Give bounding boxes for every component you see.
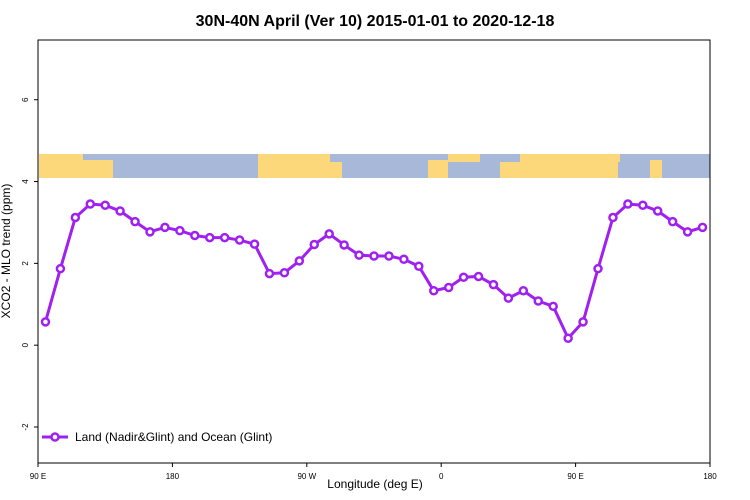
point bbox=[339, 240, 349, 250]
point bbox=[623, 199, 633, 209]
point bbox=[85, 199, 96, 209]
point bbox=[399, 254, 409, 265]
point bbox=[219, 232, 230, 243]
point bbox=[458, 272, 469, 283]
x-tick-label: 0 bbox=[439, 472, 444, 481]
point bbox=[175, 225, 185, 236]
point bbox=[384, 251, 394, 261]
series-line bbox=[44, 202, 703, 341]
point bbox=[518, 286, 529, 296]
point bbox=[100, 200, 110, 211]
y-tick-label: 2 bbox=[21, 261, 30, 266]
point bbox=[563, 333, 573, 343]
point bbox=[608, 212, 618, 223]
legend-label: Land (Nadir&Glint) and Ocean (Glint) bbox=[75, 430, 272, 444]
point bbox=[652, 206, 663, 216]
point bbox=[488, 279, 499, 290]
x-tick-label: 180 bbox=[166, 472, 180, 481]
x-tick-label: 180 bbox=[703, 472, 717, 481]
point bbox=[264, 268, 275, 279]
y-tick-label: 6 bbox=[21, 97, 30, 102]
point bbox=[294, 256, 305, 266]
legend-marker bbox=[50, 432, 60, 442]
point bbox=[682, 227, 693, 237]
point bbox=[55, 263, 66, 274]
point bbox=[115, 206, 125, 216]
y-tick-label: 4 bbox=[21, 179, 30, 184]
point bbox=[503, 293, 514, 303]
chart-title: 30N-40N April (Ver 10) 2015-01-01 to 202… bbox=[196, 13, 555, 30]
point bbox=[578, 317, 588, 327]
point bbox=[279, 268, 290, 278]
x-tick-label: 90 W bbox=[297, 472, 316, 481]
y-tick-label: -2 bbox=[21, 423, 30, 431]
point bbox=[234, 235, 245, 245]
point bbox=[145, 227, 155, 237]
point bbox=[70, 212, 81, 223]
x-tick-label: 90 E bbox=[567, 472, 583, 481]
y-tick-label: 0 bbox=[21, 342, 30, 347]
point bbox=[638, 200, 648, 211]
point bbox=[697, 222, 708, 233]
point bbox=[204, 232, 215, 243]
y-axis-label: XCO2 - MLO trend (ppm) bbox=[0, 184, 13, 319]
point bbox=[130, 216, 140, 227]
point bbox=[414, 261, 424, 271]
point bbox=[309, 239, 320, 250]
x-tick-label: 90 E bbox=[30, 472, 46, 481]
point bbox=[548, 301, 558, 312]
point bbox=[354, 250, 364, 260]
x-axis-label: Longitude (deg E) bbox=[327, 477, 422, 491]
point bbox=[533, 296, 544, 306]
point bbox=[428, 286, 439, 296]
point bbox=[443, 282, 454, 293]
point bbox=[249, 239, 260, 249]
point bbox=[324, 229, 334, 239]
point bbox=[160, 222, 170, 233]
plot-frame bbox=[37, 39, 711, 464]
map-strip bbox=[39, 154, 710, 178]
point bbox=[40, 317, 51, 327]
point bbox=[473, 271, 484, 282]
point bbox=[667, 216, 678, 227]
point bbox=[369, 251, 379, 261]
point bbox=[190, 230, 200, 241]
point bbox=[593, 263, 603, 274]
